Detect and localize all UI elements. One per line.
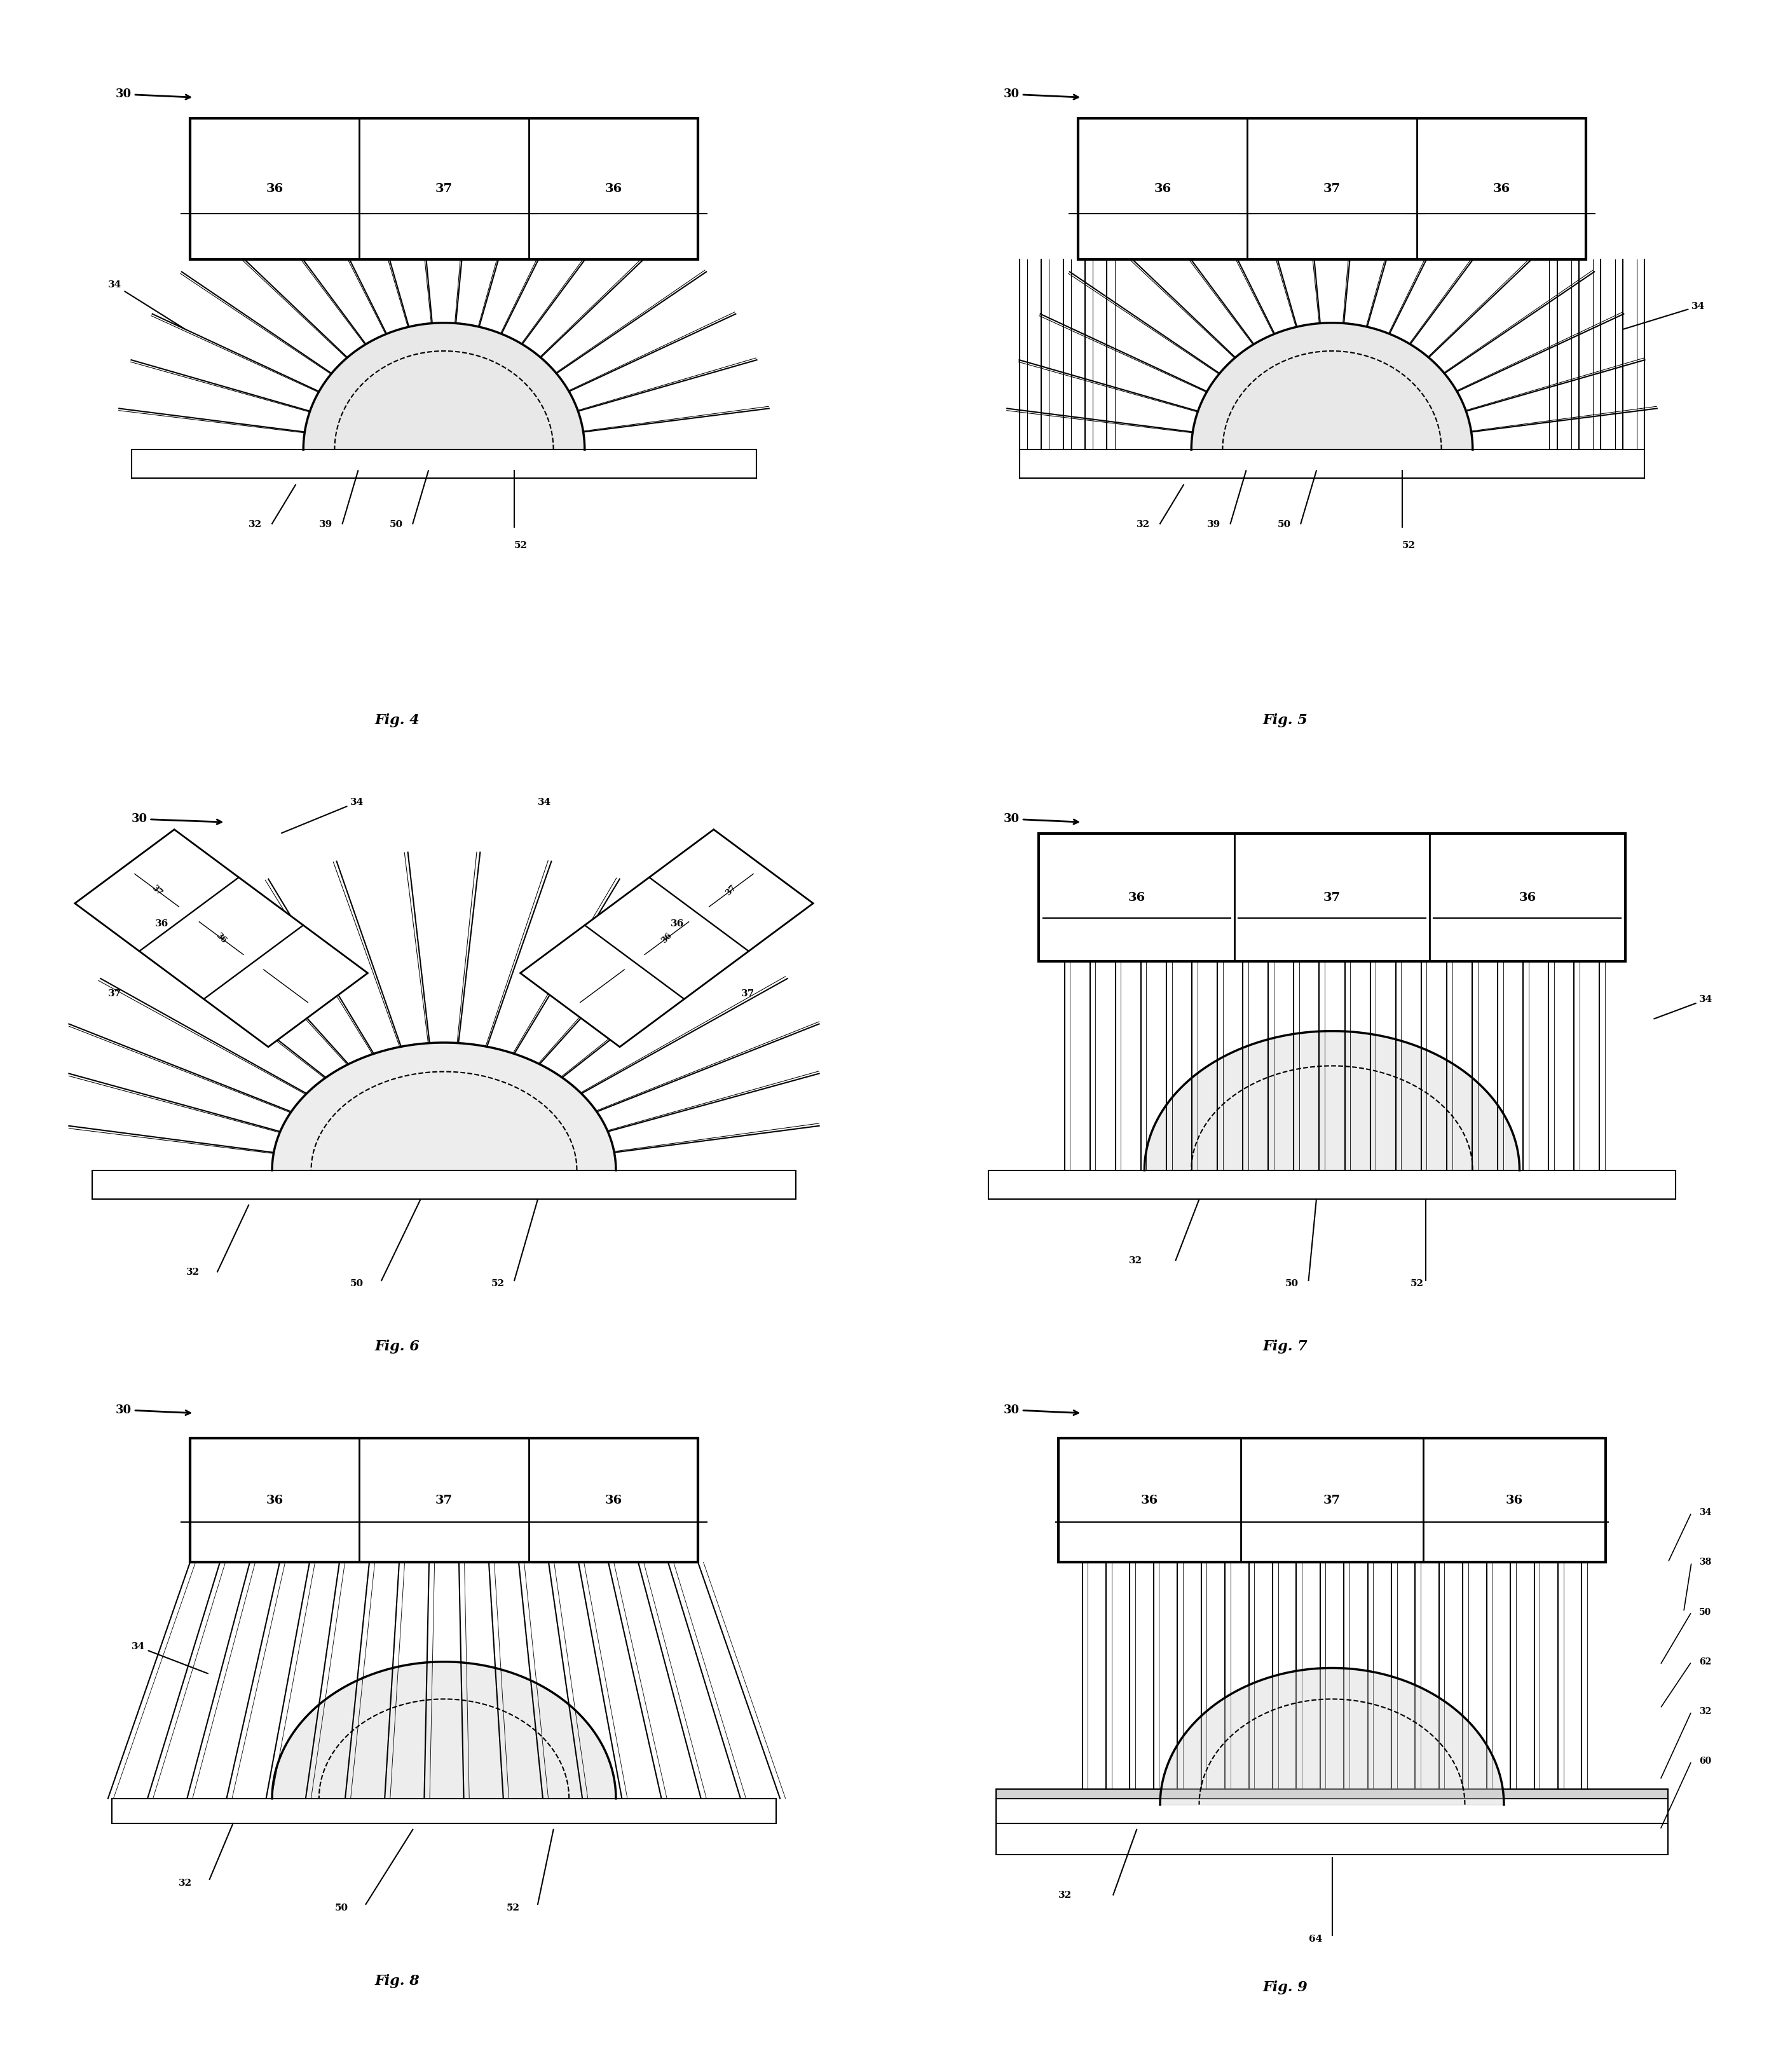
Bar [190, 1438, 698, 1562]
Text: 30: 30 [1003, 814, 1078, 825]
Bar [1078, 118, 1586, 259]
Text: 52: 52 [1403, 541, 1415, 551]
Text: 30: 30 [115, 1405, 190, 1415]
Text: 52: 52 [490, 1278, 504, 1289]
Text: 38: 38 [1700, 1558, 1712, 1566]
Bar [112, 1798, 776, 1823]
Text: 36: 36 [671, 920, 684, 928]
Text: 32: 32 [178, 1879, 192, 1888]
Text: 36: 36 [155, 920, 169, 928]
Text: 37: 37 [741, 988, 755, 999]
Text: 36: 36 [1518, 891, 1536, 903]
Text: 36: 36 [266, 182, 284, 195]
Text: 52: 52 [515, 541, 527, 551]
Bar [131, 450, 757, 479]
Bar [996, 1788, 1668, 1798]
Polygon shape [1192, 323, 1472, 450]
Text: 50: 50 [1700, 1608, 1712, 1616]
Text: 50: 50 [389, 520, 403, 528]
Bar [996, 1823, 1668, 1854]
Text: 36: 36 [604, 1494, 622, 1506]
Bar [92, 1171, 796, 1200]
Text: Fig. 6: Fig. 6 [375, 1339, 419, 1353]
Text: 34: 34 [538, 798, 551, 806]
Text: Fig. 5: Fig. 5 [1263, 713, 1307, 727]
Text: 36: 36 [661, 932, 673, 945]
Text: 30: 30 [131, 814, 222, 825]
Text: 50: 50 [1286, 1278, 1298, 1289]
Text: 64: 64 [1309, 1935, 1321, 1944]
Text: 32: 32 [186, 1268, 199, 1276]
Text: 30: 30 [1003, 1405, 1078, 1415]
Text: 37: 37 [435, 182, 453, 195]
Text: 34: 34 [131, 1643, 208, 1674]
Text: 52: 52 [506, 1904, 520, 1912]
Text: 32: 32 [1130, 1256, 1142, 1266]
Polygon shape [272, 1042, 616, 1171]
Text: 34: 34 [108, 280, 185, 329]
Text: 36: 36 [1154, 182, 1172, 195]
Bar [1019, 450, 1645, 479]
Polygon shape [1144, 1032, 1520, 1171]
Text: 36: 36 [1506, 1494, 1524, 1506]
Bar [190, 118, 698, 259]
Text: 37: 37 [435, 1494, 453, 1506]
Text: 37: 37 [1323, 182, 1341, 195]
Text: Fig. 9: Fig. 9 [1263, 1981, 1307, 1995]
Text: 30: 30 [115, 89, 190, 99]
Polygon shape [272, 1662, 616, 1798]
Bar [1039, 833, 1625, 961]
Text: 62: 62 [1700, 1658, 1712, 1666]
Text: 50: 50 [350, 1278, 364, 1289]
Text: 36: 36 [604, 182, 622, 195]
Text: 37: 37 [1323, 891, 1341, 903]
Text: 34: 34 [1653, 995, 1712, 1019]
Bar [1058, 1438, 1606, 1562]
Text: 36: 36 [1128, 891, 1146, 903]
Text: 34: 34 [282, 798, 364, 833]
Polygon shape [520, 829, 813, 1046]
Text: 60: 60 [1700, 1757, 1712, 1765]
Text: 52: 52 [1410, 1278, 1424, 1289]
Text: 37: 37 [725, 883, 739, 897]
Bar [987, 1171, 1677, 1200]
Text: 30: 30 [1003, 89, 1078, 99]
Text: Fig. 7: Fig. 7 [1263, 1339, 1307, 1353]
Text: 34: 34 [1623, 303, 1705, 329]
Text: 50: 50 [334, 1904, 348, 1912]
Text: 34: 34 [1700, 1508, 1712, 1517]
Text: Fig. 8: Fig. 8 [375, 1975, 419, 1989]
Polygon shape [1160, 1668, 1504, 1805]
Text: 36: 36 [266, 1494, 284, 1506]
Text: 32: 32 [1058, 1892, 1073, 1900]
Text: 36: 36 [1492, 182, 1510, 195]
Polygon shape [75, 829, 368, 1046]
Text: 39: 39 [320, 520, 332, 528]
Bar [996, 1798, 1668, 1823]
Text: 36: 36 [1140, 1494, 1158, 1506]
Text: 37: 37 [108, 988, 121, 999]
Text: 36: 36 [215, 932, 227, 945]
Text: 37: 37 [1323, 1494, 1341, 1506]
Text: 32: 32 [1700, 1707, 1712, 1716]
Text: 32: 32 [1137, 520, 1151, 528]
Text: 39: 39 [1208, 520, 1220, 528]
Text: Fig. 4: Fig. 4 [375, 713, 419, 727]
Text: 37: 37 [149, 883, 163, 897]
Text: 50: 50 [1277, 520, 1291, 528]
Polygon shape [304, 323, 584, 450]
Text: 32: 32 [249, 520, 263, 528]
